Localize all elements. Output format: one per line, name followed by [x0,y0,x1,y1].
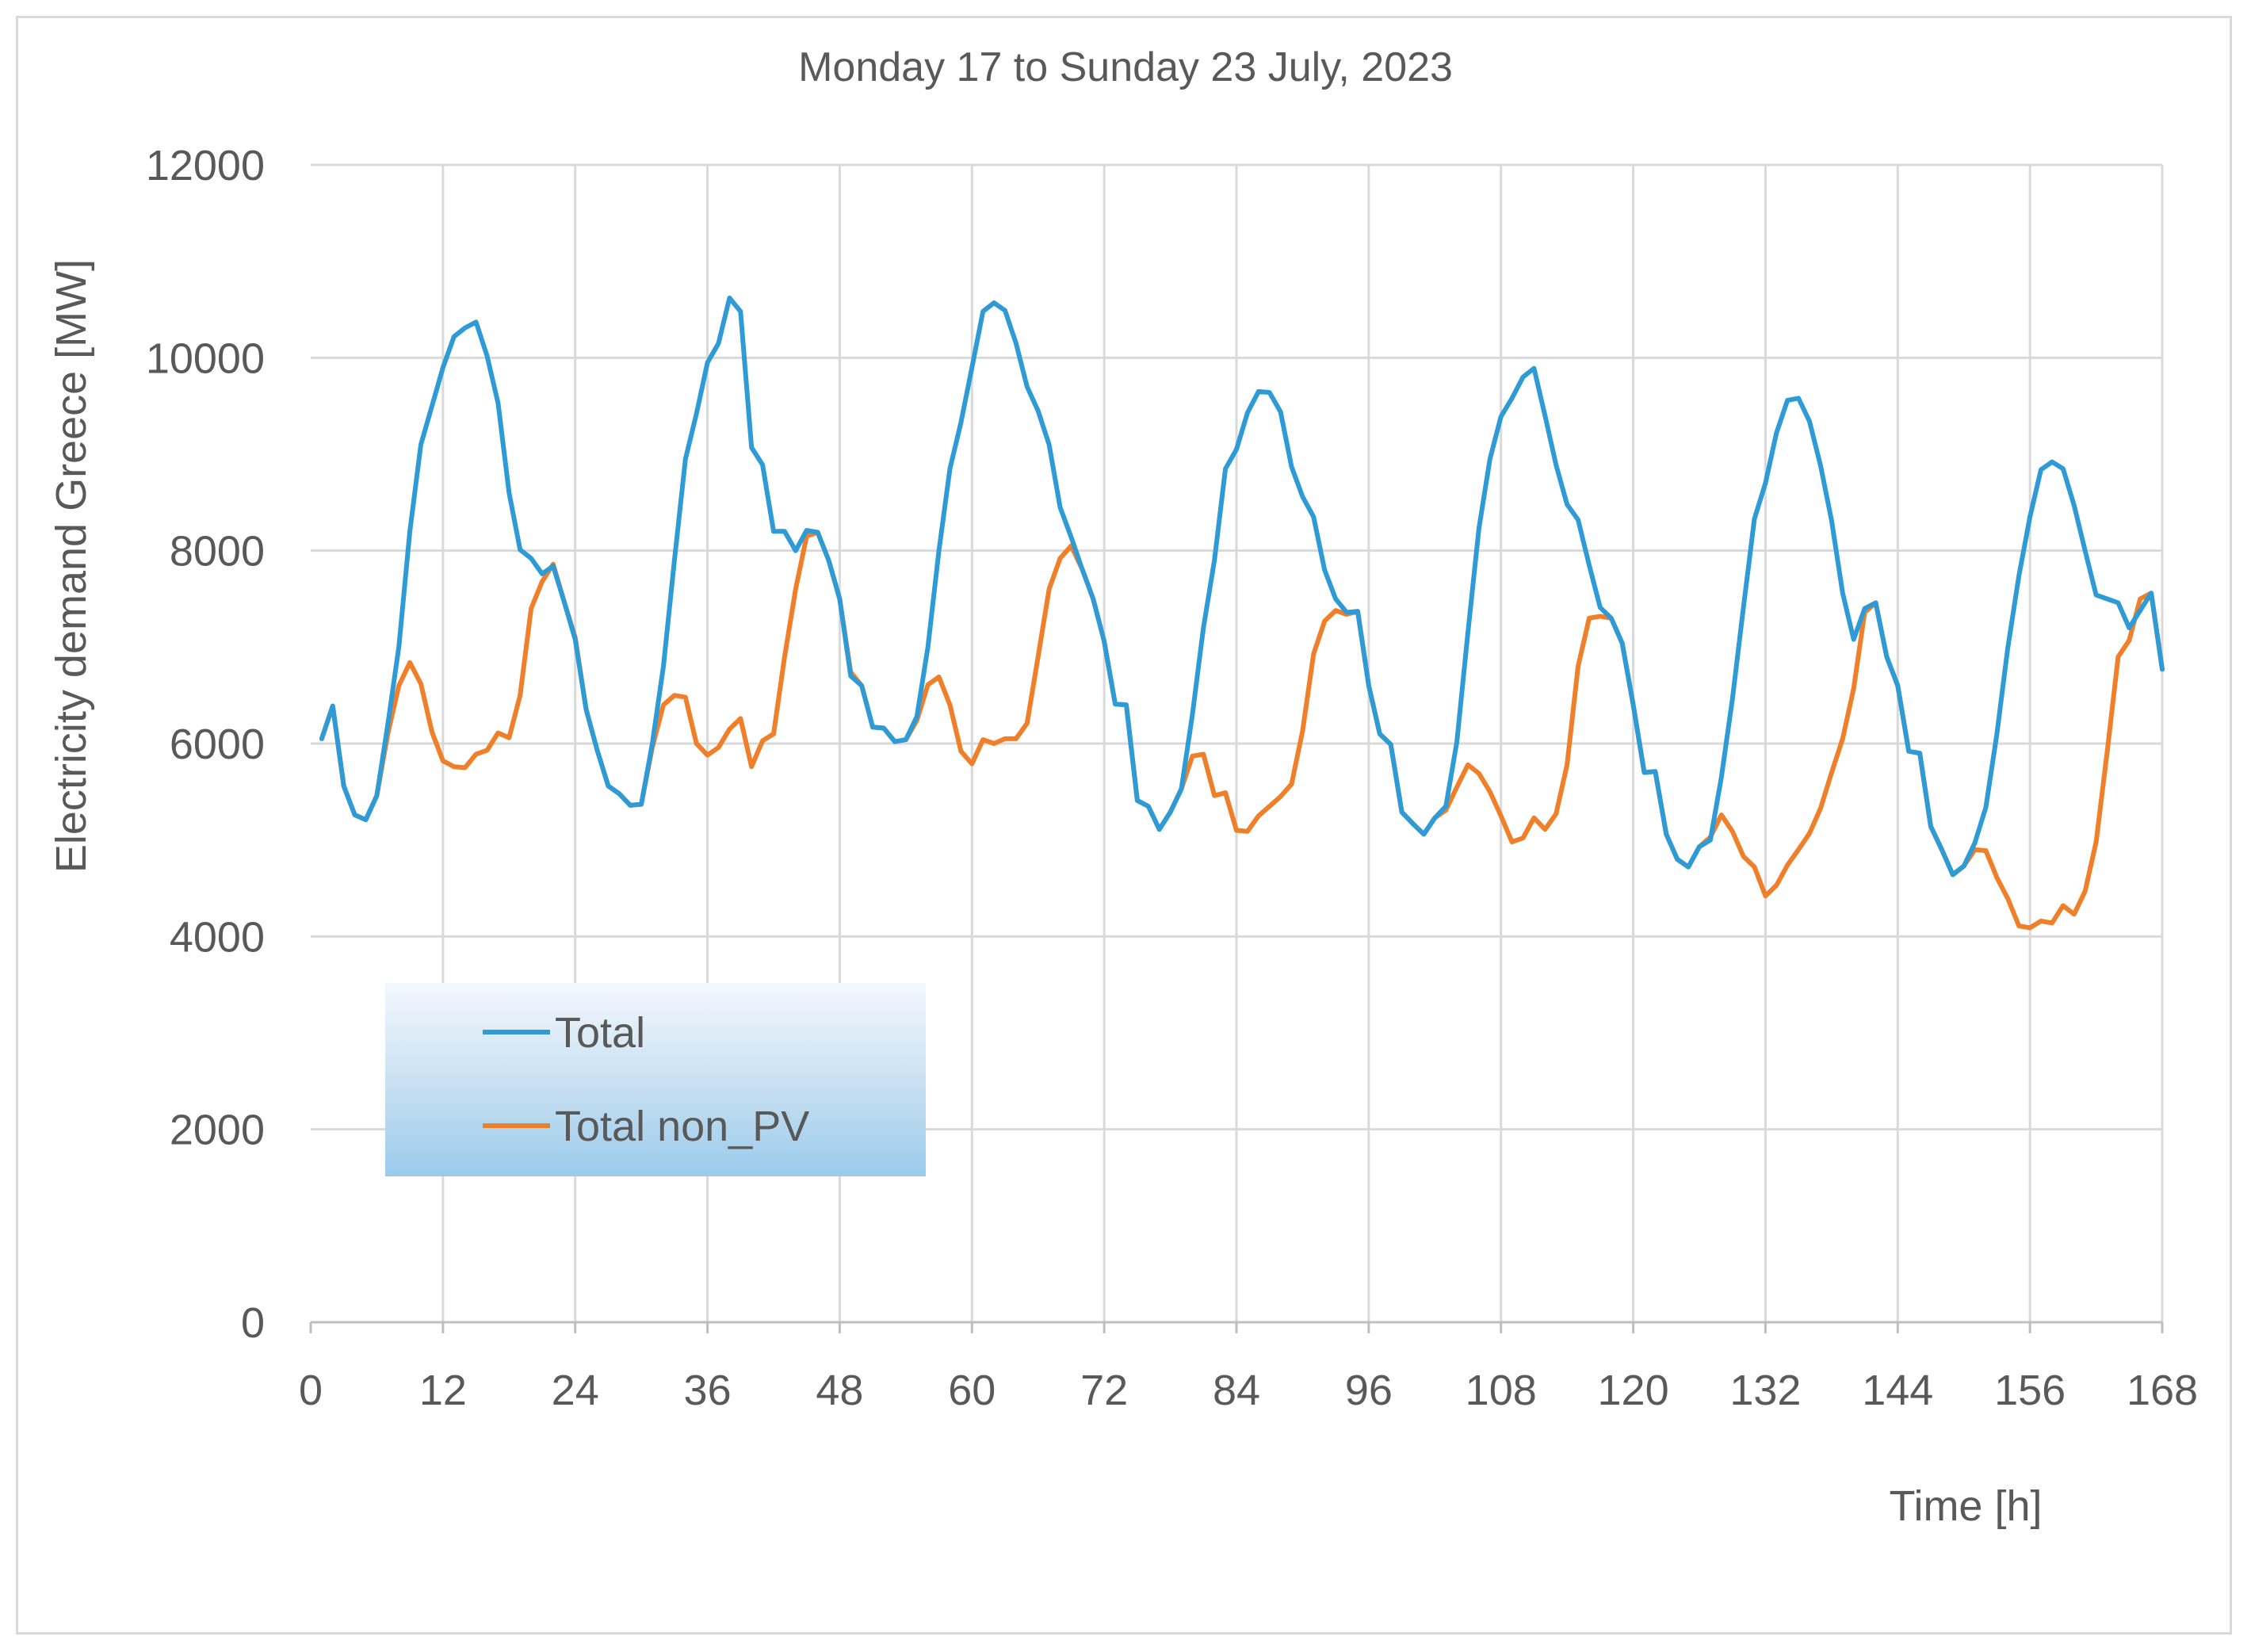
y-tick-label: 10000 [146,335,265,382]
y-tick-label: 4000 [170,913,265,961]
plot-area [319,295,2165,931]
x-tick-label: 36 [684,1367,732,1414]
legend-label-total: Total [555,1009,645,1057]
x-tick-label: 84 [1213,1367,1260,1414]
series-line-total [319,295,2165,878]
y-tick-labels: 0 2000 4000 6000 8000 10000 12000 [146,142,265,1347]
x-tick-label: 0 [299,1367,323,1414]
legend-label-total-non-pv: Total non_PV [555,1103,809,1150]
legend: Total Total non_PV [385,983,926,1176]
x-tick-labels: 0 12 24 36 48 60 72 84 96 108 120 132 144 156 168 [299,1367,2198,1414]
x-tick-label: 60 [948,1367,996,1414]
chart-title: Monday 17 to Sunday 23 July, 2023 [798,44,1453,90]
x-tick-label: 132 [1729,1367,1801,1414]
series-line-total-non-pv [319,530,2165,931]
y-axis-label: Electricity demand Greece [MW] [48,259,95,873]
x-tick-label: 120 [1598,1367,1669,1414]
y-tick-label: 2000 [170,1107,265,1154]
x-tick-label: 108 [1466,1367,1537,1414]
axes [309,1321,2164,1333]
x-axis-label: Time [h] [1889,1482,2042,1530]
legend-box [385,983,926,1176]
x-tick-label: 12 [419,1367,467,1414]
x-tick-label: 168 [2127,1367,2198,1414]
y-tick-label: 6000 [170,721,265,768]
x-tick-label: 156 [1994,1367,2066,1414]
x-tick-label: 72 [1080,1367,1128,1414]
x-tick-label: 144 [1862,1367,1933,1414]
y-tick-label: 8000 [170,528,265,576]
chart-frame [16,16,2232,1635]
x-tick-label: 48 [816,1367,863,1414]
y-tick-label: 12000 [146,142,265,189]
y-tick-label: 0 [241,1299,265,1347]
x-tick-label: 96 [1345,1367,1393,1414]
x-tick-label: 24 [552,1367,599,1414]
